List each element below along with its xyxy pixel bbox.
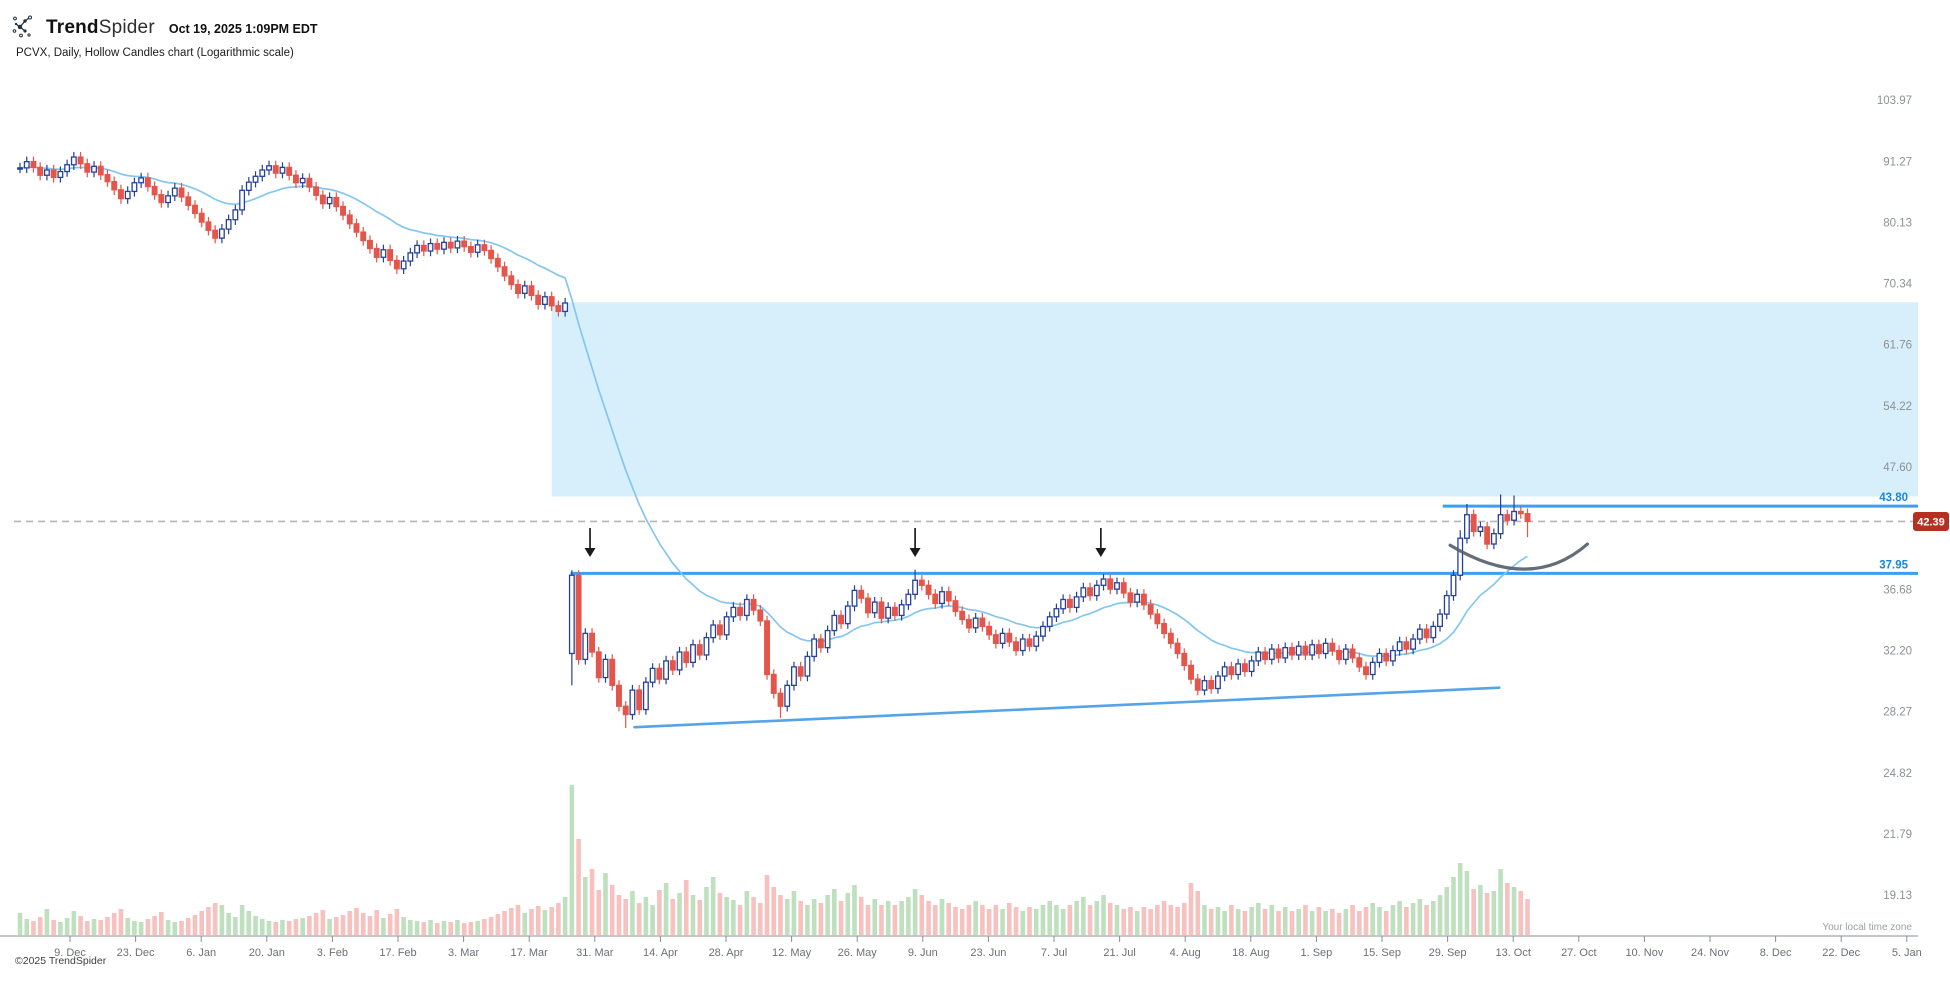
price-tick-label: 36.68 — [1883, 584, 1912, 596]
chart-title: PCVX, Daily, Hollow Candles chart (Logar… — [16, 47, 294, 59]
trendspider-logo-icon — [12, 15, 32, 38]
price-tick-label: 24.82 — [1883, 768, 1912, 780]
date-tick-label: 10. Nov — [1625, 947, 1663, 959]
date-tick-label: 23. Jun — [970, 947, 1006, 959]
date-tick-label: 13. Oct — [1495, 947, 1530, 959]
chart-timestamp: Oct 19, 2025 1:09PM EDT — [168, 21, 318, 36]
date-tick-label: 7. Jul — [1041, 947, 1067, 959]
support-price-label: 37.95 — [1879, 559, 1908, 571]
price-tick-label: 21.79 — [1883, 829, 1912, 841]
date-tick-label: 6. Jan — [186, 947, 216, 959]
date-tick-label: 27. Oct — [1561, 947, 1596, 959]
volume-bars — [17, 785, 1530, 935]
brand-light: Spider — [98, 16, 155, 38]
date-tick-label: 31. Mar — [576, 947, 614, 959]
date-tick-label: 17. Mar — [511, 947, 549, 959]
candles-layer — [17, 151, 1531, 729]
highlight-zone — [551, 302, 1919, 497]
header: TrendSpider Oct 19, 2025 1:09PM EDT — [12, 14, 318, 41]
brand-wordmark[interactable]: TrendSpider — [46, 17, 155, 39]
last-price-badge: 42.39 — [1913, 511, 1949, 531]
date-tick-label: 18. Aug — [1232, 947, 1269, 959]
date-tick-label: 24. Nov — [1691, 947, 1729, 959]
down-arrow-3 — [1095, 528, 1107, 557]
down-arrow-1 — [584, 528, 596, 557]
date-tick-label: 23. Dec — [117, 947, 155, 959]
date-tick-label: 1. Sep — [1300, 947, 1332, 959]
price-tick-label: 19.13 — [1883, 890, 1912, 902]
date-tick-label: 9. Jun — [908, 947, 938, 959]
date-tick-label: 4. Aug — [1170, 947, 1201, 959]
date-tick-label: 20. Jan — [249, 947, 285, 959]
price-tick-label: 91.27 — [1883, 156, 1912, 168]
date-tick-label: 17. Feb — [379, 947, 416, 959]
date-tick-label: 28. Apr — [709, 947, 744, 959]
date-tick-label: 3. Mar — [448, 947, 480, 959]
brand-bold: Trend — [46, 16, 99, 38]
arc-annotation[interactable] — [1448, 542, 1590, 571]
date-tick-label: 21. Jul — [1103, 947, 1135, 959]
date-tick-label: 5. Jan — [1892, 947, 1922, 959]
date-tick-label: 3. Feb — [317, 947, 348, 959]
date-tick-label: 12. May — [772, 947, 812, 959]
ascending-trendline[interactable] — [633, 686, 1501, 729]
date-tick-label: 14. Apr — [643, 947, 678, 959]
price-tick-label: 47.60 — [1883, 462, 1912, 474]
date-tick-label: 8. Dec — [1760, 947, 1792, 959]
x-axis: 9. Dec 23. Dec 6. Jan 20. Jan 3. Feb 17. Feb 3… — [0, 935, 1922, 959]
price-tick-label: 54.22 — [1883, 401, 1912, 413]
price-tick-label: 61.76 — [1883, 340, 1912, 352]
date-tick-label: 15. Sep — [1363, 947, 1401, 959]
date-tick-label: 22. Dec — [1822, 947, 1860, 959]
price-tick-label: 103.97 — [1877, 95, 1912, 107]
price-tick-label: 70.34 — [1883, 279, 1912, 291]
price-tick-label: 32.20 — [1883, 646, 1912, 658]
down-arrow-2 — [909, 528, 921, 557]
date-tick-label: 26. May — [838, 947, 878, 959]
copyright-note: ©2025 TrendSpider — [15, 955, 107, 967]
timezone-note: Your local time zone — [1822, 922, 1912, 933]
price-tick-label: 28.27 — [1883, 707, 1912, 719]
svg-text:42.39: 42.39 — [1917, 516, 1945, 528]
resistance-price-label: 43.80 — [1879, 492, 1908, 504]
price-tick-label: 80.13 — [1883, 217, 1912, 229]
price-axis-labels: 103.97 91.27 80.13 70.34 61.76 54.22 47.60 36.6… — [1877, 95, 1913, 902]
date-tick-label: 9. Dec — [54, 947, 86, 959]
date-tick-label: 29. Sep — [1429, 947, 1467, 959]
